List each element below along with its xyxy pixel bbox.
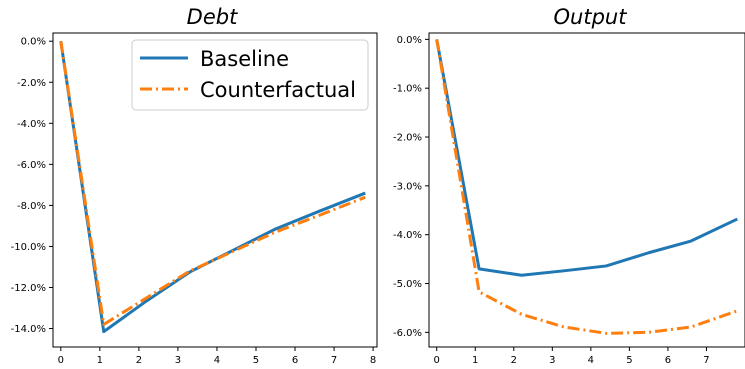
output-y-tick-label: -6.0% [393,328,422,339]
output-panel: Output 0 1 2 3 4 5 6 7 0.0% -1.0% -2.0% -3.0% -4.0%… [393,5,745,366]
output-x-tick-label: 4 [588,355,594,366]
debt-x-tick-label: 2 [136,355,142,366]
debt-y-tick-label: -14.0% [11,324,46,335]
debt-series [59,40,366,334]
debt-y-tick-label: -8.0% [17,201,46,212]
debt-plot-frame [52,32,378,348]
output-title: Output [554,5,628,29]
output-y-tick-label: 0.0% [397,35,422,46]
debt-x-tick-label: 6 [292,355,298,366]
output-plot-frame [428,32,745,348]
output-series [435,39,738,335]
output-x-tick-label: 2 [511,355,517,366]
output-y-tick-label: -4.0% [393,230,422,241]
debt-title: Debt [187,5,238,29]
output-y-tick-label: -5.0% [393,279,422,290]
output-y-tick-label: -3.0% [393,181,422,192]
debt-x-tick-label: 4 [214,355,220,366]
debt-y-tick-label: -2.0% [17,78,46,89]
debt-y-tick-label: -6.0% [17,160,46,171]
debt-counterfactual-line [59,40,366,326]
debt-x-tick-label: 0 [58,355,64,366]
output-y-tick-label: -2.0% [393,133,422,144]
output-x-tick-label: 7 [703,355,709,366]
debt-baseline-line [59,40,366,334]
debt-y-tick-label: -4.0% [17,119,46,130]
legend-box [131,39,369,111]
output-x-ticks: 0 1 2 3 4 5 6 7 [434,347,710,366]
output-baseline-line [435,39,738,277]
debt-x-tick-label: 7 [331,355,337,366]
debt-y-tick-label: -10.0% [11,242,46,253]
legend-baseline-label: Baseline [200,47,289,71]
output-x-tick-label: 5 [626,355,632,366]
output-y-tick-label: -1.0% [393,84,422,95]
debt-y-tick-label: -12.0% [11,283,46,294]
output-x-tick-label: 6 [665,355,671,366]
debt-y-tick-label: 0.0% [21,37,46,48]
output-x-tick-label: 0 [434,355,440,366]
debt-panel: Debt 0 1 2 3 4 5 6 7 8 0.0% -2.0% -4.0% -6.0% -8.0% -… [11,5,378,366]
output-y-ticks: 0.0% -1.0% -2.0% -3.0% -4.0% -5.0% -6.0% [393,35,429,339]
output-counterfactual-line [435,39,738,335]
debt-x-tick-label: 1 [97,355,103,366]
debt-x-tick-label: 3 [175,355,181,366]
debt-x-tick-label: 5 [253,355,259,366]
debt-x-tick-label: 8 [370,355,376,366]
debt-y-ticks: 0.0% -2.0% -4.0% -6.0% -8.0% -10.0% -12.0% -14.… [11,37,53,335]
output-x-tick-label: 3 [549,355,555,366]
legend-counterfactual-label: Counterfactual [200,78,356,102]
legend: Baseline Counterfactual [131,39,369,111]
debt-x-ticks: 0 1 2 3 4 5 6 7 8 [58,347,376,366]
output-x-tick-label: 1 [472,355,478,366]
